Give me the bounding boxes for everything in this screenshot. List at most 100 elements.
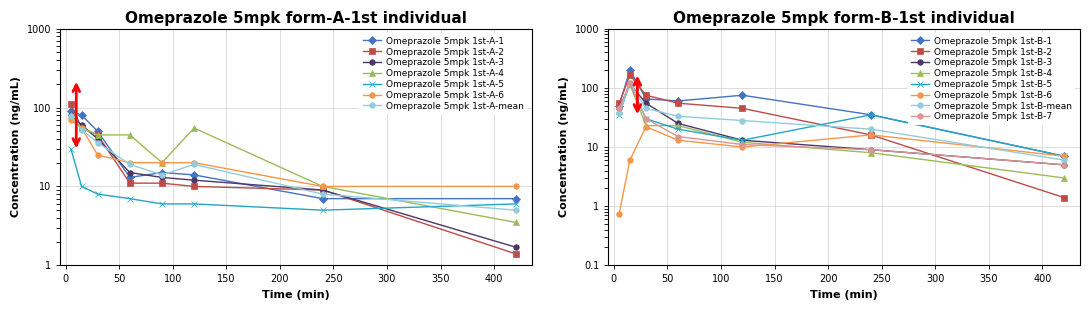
Omeprazole 5mpk 1st-A-3 (92, 137, 105, 141)
Omeprazole 5mpk 1st-A-mean (316, 192, 329, 196)
Omeprazole 5mpk 1st-A-6 (75, 126, 88, 130)
Omeprazole 5mpk 1st-B-4 (1057, 176, 1070, 180)
Omeprazole 5mpk 1st-A-3 (155, 176, 168, 179)
Omeprazole 5mpk 1st-A-mean (155, 173, 168, 177)
Omeprazole 5mpk 1st-A-mean (123, 163, 136, 166)
Legend: Omeprazole 5mpk 1st-A-1, Omeprazole 5mpk 1st-A-2, Omeprazole 5mpk 1st-A-3, Omepr: Omeprazole 5mpk 1st-A-1, Omeprazole 5mpk… (359, 33, 527, 114)
Omeprazole 5mpk 1st-B-5 (623, 81, 636, 85)
Omeprazole 5mpk 1st-B-6 (613, 212, 626, 216)
Legend: Omeprazole 5mpk 1st-B-1, Omeprazole 5mpk 1st-B-2, Omeprazole 5mpk 1st-B-3, Omepr: Omeprazole 5mpk 1st-B-1, Omeprazole 5mpk… (908, 33, 1076, 125)
Omeprazole 5mpk 1st-A-2 (509, 252, 523, 256)
Omeprazole 5mpk 1st-A-6 (188, 161, 201, 165)
Omeprazole 5mpk 1st-B-1 (639, 97, 652, 101)
Omeprazole 5mpk 1st-B-7 (1057, 163, 1070, 167)
Omeprazole 5mpk 1st-B-6 (623, 158, 636, 162)
Omeprazole 5mpk 1st-B-4 (623, 82, 636, 86)
Omeprazole 5mpk 1st-B-3 (672, 122, 685, 125)
X-axis label: Time (min): Time (min) (811, 290, 878, 300)
Omeprazole 5mpk 1st-B-6 (1057, 154, 1070, 158)
Omeprazole 5mpk 1st-A-3 (75, 123, 88, 127)
Omeprazole 5mpk 1st-B-mean (672, 114, 685, 118)
Omeprazole 5mpk 1st-A-1 (123, 176, 136, 179)
Line: Omeprazole 5mpk 1st-B-4: Omeprazole 5mpk 1st-B-4 (615, 81, 1067, 181)
Omeprazole 5mpk 1st-B-3 (1057, 163, 1070, 167)
Y-axis label: Concentration (ng/mL): Concentration (ng/mL) (11, 77, 21, 217)
Omeprazole 5mpk 1st-B-1 (613, 104, 626, 108)
Omeprazole 5mpk 1st-A-2 (92, 133, 105, 137)
Omeprazole 5mpk 1st-A-4 (92, 133, 105, 137)
Omeprazole 5mpk 1st-B-mean (639, 106, 652, 110)
Omeprazole 5mpk 1st-B-mean (864, 127, 877, 131)
Omeprazole 5mpk 1st-A-6 (509, 184, 523, 188)
Omeprazole 5mpk 1st-A-2 (64, 102, 77, 106)
Omeprazole 5mpk 1st-B-3 (613, 106, 626, 110)
Omeprazole 5mpk 1st-B-6 (864, 133, 877, 137)
Omeprazole 5mpk 1st-B-7 (639, 117, 652, 121)
Line: Omeprazole 5mpk 1st-B-5: Omeprazole 5mpk 1st-B-5 (615, 80, 1067, 160)
Omeprazole 5mpk 1st-B-3 (639, 101, 652, 105)
Omeprazole 5mpk 1st-B-3 (864, 148, 877, 151)
Omeprazole 5mpk 1st-A-6 (92, 153, 105, 157)
Line: Omeprazole 5mpk 1st-A-5: Omeprazole 5mpk 1st-A-5 (68, 145, 519, 214)
Omeprazole 5mpk 1st-A-1 (509, 197, 523, 201)
Omeprazole 5mpk 1st-A-1 (92, 129, 105, 133)
Omeprazole 5mpk 1st-B-1 (735, 93, 748, 97)
Omeprazole 5mpk 1st-A-5 (123, 197, 136, 201)
Omeprazole 5mpk 1st-A-4 (155, 161, 168, 165)
Omeprazole 5mpk 1st-A-mean (75, 128, 88, 132)
Omeprazole 5mpk 1st-B-2 (864, 133, 877, 137)
Omeprazole 5mpk 1st-B-1 (623, 68, 636, 72)
Omeprazole 5mpk 1st-A-5 (155, 202, 168, 206)
Omeprazole 5mpk 1st-B-1 (1057, 154, 1070, 158)
Omeprazole 5mpk 1st-A-3 (509, 245, 523, 249)
Line: Omeprazole 5mpk 1st-B-7: Omeprazole 5mpk 1st-B-7 (616, 80, 1067, 168)
Omeprazole 5mpk 1st-A-1 (155, 171, 168, 174)
Omeprazole 5mpk 1st-A-3 (188, 178, 201, 182)
Y-axis label: Concentration (ng/mL): Concentration (ng/mL) (560, 77, 570, 217)
Omeprazole 5mpk 1st-A-2 (316, 188, 329, 192)
Omeprazole 5mpk 1st-A-4 (188, 126, 201, 130)
Omeprazole 5mpk 1st-B-1 (672, 99, 685, 103)
Omeprazole 5mpk 1st-B-3 (735, 138, 748, 142)
Omeprazole 5mpk 1st-B-5 (735, 138, 748, 142)
Omeprazole 5mpk 1st-B-6 (735, 145, 748, 149)
Title: Omeprazole 5mpk form-B-1st individual: Omeprazole 5mpk form-B-1st individual (673, 11, 1015, 26)
Omeprazole 5mpk 1st-B-4 (735, 141, 748, 144)
Omeprazole 5mpk 1st-A-4 (509, 220, 523, 224)
Omeprazole 5mpk 1st-B-2 (623, 73, 636, 77)
Omeprazole 5mpk 1st-A-2 (188, 184, 201, 188)
Omeprazole 5mpk 1st-A-5 (92, 192, 105, 196)
Omeprazole 5mpk 1st-A-3 (316, 188, 329, 192)
Omeprazole 5mpk 1st-B-mean (735, 119, 748, 123)
Omeprazole 5mpk 1st-B-mean (623, 81, 636, 85)
Omeprazole 5mpk 1st-B-1 (864, 113, 877, 117)
Omeprazole 5mpk 1st-B-7 (613, 106, 626, 110)
Omeprazole 5mpk 1st-B-5 (864, 113, 877, 117)
Omeprazole 5mpk 1st-B-6 (639, 125, 652, 128)
Omeprazole 5mpk 1st-B-7 (864, 148, 877, 151)
Omeprazole 5mpk 1st-A-6 (64, 118, 77, 122)
Omeprazole 5mpk 1st-B-7 (735, 143, 748, 146)
Omeprazole 5mpk 1st-A-6 (316, 184, 329, 188)
Omeprazole 5mpk 1st-B-5 (672, 127, 685, 131)
Omeprazole 5mpk 1st-A-4 (75, 126, 88, 130)
Omeprazole 5mpk 1st-A-5 (509, 202, 523, 206)
Omeprazole 5mpk 1st-A-5 (188, 202, 201, 206)
Omeprazole 5mpk 1st-A-mean (188, 163, 201, 166)
Omeprazole 5mpk 1st-B-5 (613, 113, 626, 117)
Line: Omeprazole 5mpk 1st-B-2: Omeprazole 5mpk 1st-B-2 (616, 72, 1067, 200)
Omeprazole 5mpk 1st-A-5 (64, 147, 77, 151)
Omeprazole 5mpk 1st-A-mean (92, 141, 105, 144)
Omeprazole 5mpk 1st-B-5 (1057, 154, 1070, 158)
Line: Omeprazole 5mpk 1st-A-1: Omeprazole 5mpk 1st-A-1 (68, 108, 518, 202)
Omeprazole 5mpk 1st-B-2 (639, 93, 652, 97)
Omeprazole 5mpk 1st-B-mean (613, 112, 626, 115)
Line: Omeprazole 5mpk 1st-A-4: Omeprazole 5mpk 1st-A-4 (68, 112, 519, 226)
Omeprazole 5mpk 1st-A-mean (64, 115, 77, 118)
Omeprazole 5mpk 1st-B-2 (1057, 196, 1070, 199)
Omeprazole 5mpk 1st-A-mean (509, 208, 523, 212)
Omeprazole 5mpk 1st-B-mean (1057, 158, 1070, 162)
Omeprazole 5mpk 1st-A-2 (155, 181, 168, 185)
Omeprazole 5mpk 1st-B-2 (672, 101, 685, 105)
Omeprazole 5mpk 1st-A-2 (75, 126, 88, 130)
